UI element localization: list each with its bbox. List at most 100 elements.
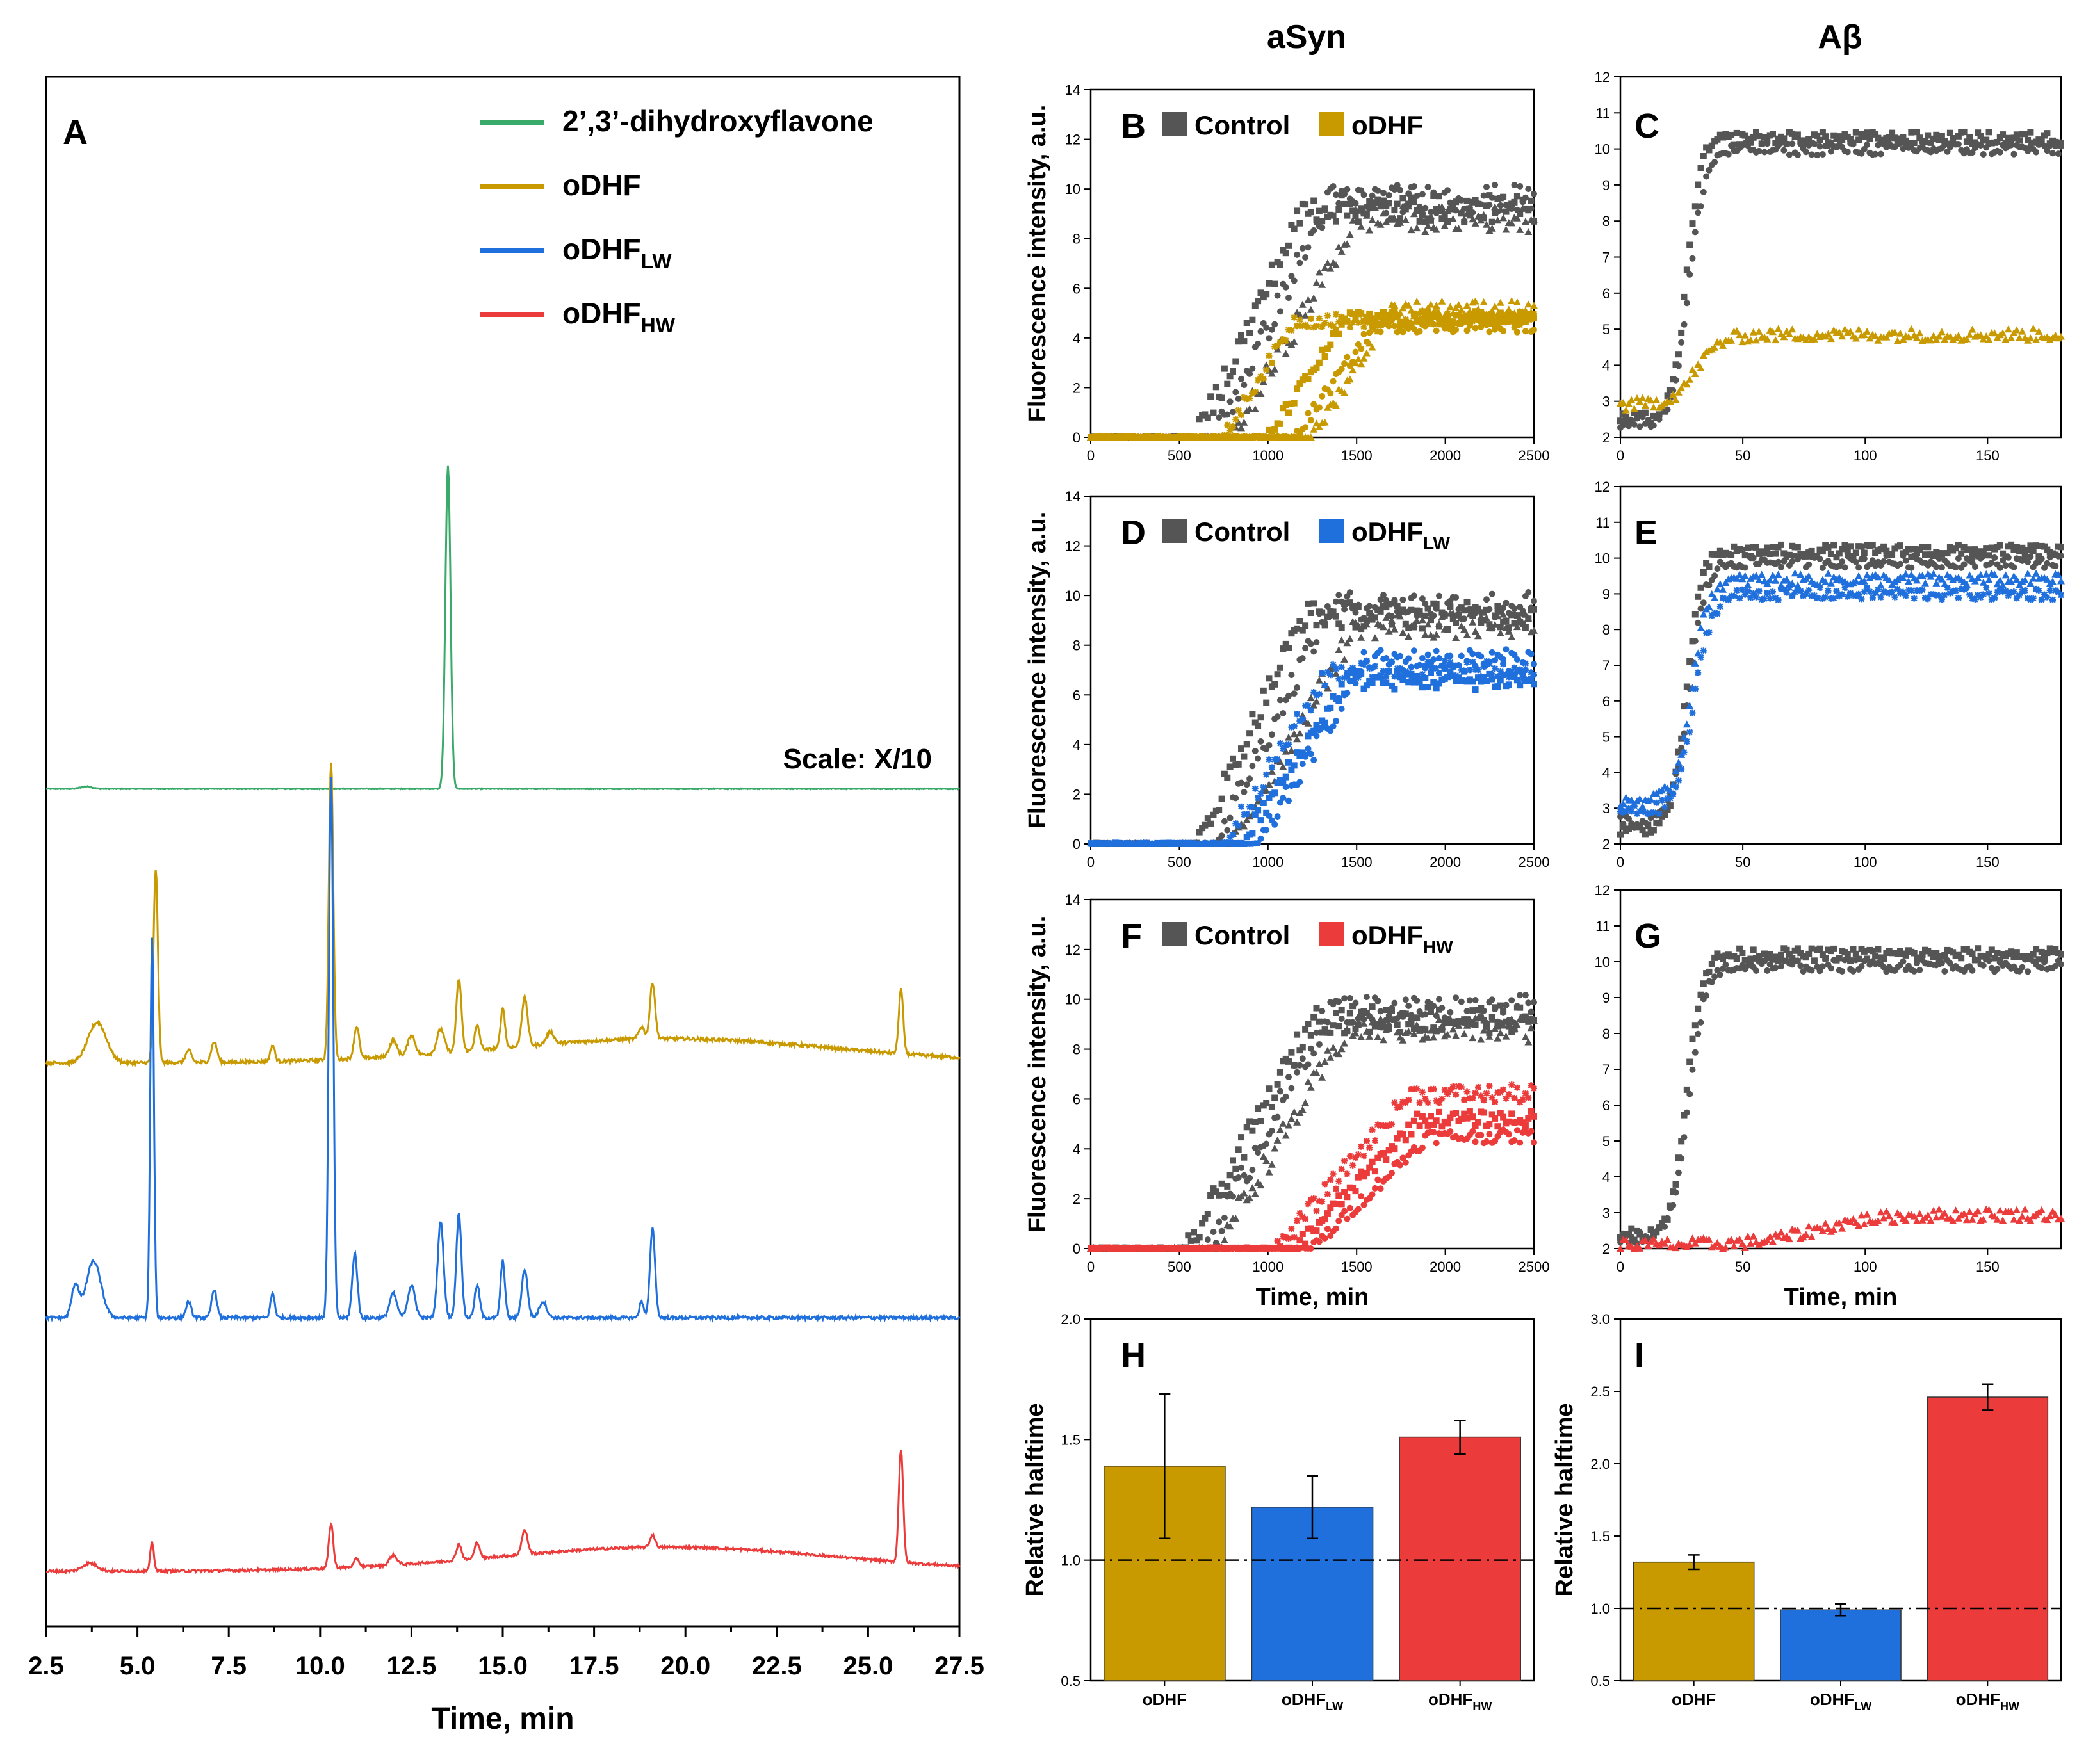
data-point bbox=[1494, 1123, 1501, 1130]
panel-letter-e: E bbox=[1634, 514, 1658, 552]
data-point bbox=[1371, 1137, 1378, 1144]
data-point bbox=[1316, 1018, 1323, 1025]
data-point bbox=[1716, 547, 1723, 554]
data-point bbox=[1722, 961, 1729, 968]
data-point bbox=[1486, 658, 1493, 665]
panel-g-ytick-label: 4 bbox=[1602, 1169, 1610, 1185]
data-point bbox=[1905, 578, 1912, 585]
data-point bbox=[1422, 600, 1429, 607]
data-point bbox=[1330, 183, 1337, 190]
data-point bbox=[1266, 813, 1273, 819]
data-point bbox=[1321, 1058, 1329, 1065]
panel-h-category-label-1-subscript: LW bbox=[1326, 1700, 1343, 1713]
data-point bbox=[1500, 328, 1507, 334]
panel-a-legend-label-2: oDHFLW bbox=[562, 232, 672, 273]
panel-d-legend-label-0: Control bbox=[1194, 517, 1290, 547]
data-point bbox=[1241, 1154, 1248, 1161]
data-point bbox=[1410, 624, 1417, 631]
data-point bbox=[2027, 542, 2034, 549]
data-point bbox=[1716, 971, 1723, 978]
data-point bbox=[1910, 1212, 1918, 1220]
data-point bbox=[1262, 361, 1271, 369]
data-point bbox=[1377, 200, 1384, 207]
data-point bbox=[1465, 211, 1474, 219]
data-point bbox=[1282, 250, 1289, 257]
data-point bbox=[1883, 547, 1890, 554]
data-point bbox=[1852, 558, 1859, 565]
data-point bbox=[1285, 741, 1292, 748]
panel-c-ytick-label: 9 bbox=[1602, 177, 1610, 193]
data-point bbox=[1340, 1039, 1349, 1047]
data-point bbox=[1475, 1083, 1481, 1090]
data-point bbox=[1333, 598, 1339, 605]
data-point bbox=[1525, 588, 1532, 595]
data-point bbox=[1839, 546, 1846, 553]
data-point bbox=[1983, 545, 1990, 552]
data-point bbox=[1513, 677, 1520, 684]
data-point bbox=[1821, 578, 1830, 585]
data-point bbox=[1458, 998, 1465, 1005]
data-point bbox=[1313, 323, 1320, 330]
data-point bbox=[1797, 962, 1804, 969]
data-point bbox=[1267, 1160, 1276, 1168]
data-point bbox=[1836, 550, 1843, 557]
data-point bbox=[1349, 216, 1357, 224]
data-point bbox=[1221, 770, 1228, 777]
data-point bbox=[1352, 1026, 1359, 1032]
data-point bbox=[2002, 562, 2009, 569]
data-point bbox=[1360, 1019, 1368, 1027]
data-point bbox=[2025, 558, 2032, 565]
data-point bbox=[1785, 330, 1793, 337]
data-point bbox=[1377, 1185, 1384, 1192]
panel-c-ytick-label: 3 bbox=[1602, 394, 1610, 410]
data-point bbox=[2046, 554, 2053, 561]
data-point bbox=[1380, 623, 1387, 631]
data-point bbox=[1877, 1208, 1885, 1216]
data-point bbox=[1991, 554, 1998, 561]
data-point bbox=[1749, 1232, 1757, 1240]
data-point bbox=[1465, 610, 1474, 618]
data-point bbox=[1864, 129, 1871, 136]
data-point bbox=[1994, 966, 2001, 973]
data-point bbox=[2005, 554, 2012, 561]
data-point bbox=[1642, 1233, 1649, 1240]
data-point bbox=[1343, 639, 1351, 647]
data-point bbox=[1454, 301, 1463, 309]
data-point bbox=[1246, 405, 1254, 412]
data-point bbox=[1911, 595, 1918, 602]
data-point bbox=[2058, 544, 2064, 551]
data-point bbox=[1911, 967, 1918, 975]
data-point bbox=[2021, 1205, 2029, 1213]
data-point bbox=[1952, 545, 1959, 552]
data-point bbox=[1530, 1017, 1538, 1024]
panel-letter-d: D bbox=[1121, 514, 1146, 552]
data-point bbox=[1922, 138, 1928, 145]
data-point bbox=[1996, 576, 2004, 584]
data-point bbox=[2026, 1217, 2035, 1224]
data-point bbox=[1960, 1210, 1968, 1217]
data-point bbox=[1421, 309, 1430, 316]
data-point bbox=[1838, 1224, 1846, 1232]
data-point bbox=[1358, 668, 1365, 675]
data-point bbox=[1410, 210, 1418, 218]
data-point bbox=[1874, 336, 1882, 344]
data-point bbox=[1249, 316, 1256, 323]
data-point bbox=[1630, 405, 1638, 412]
data-point bbox=[1257, 790, 1264, 797]
data-point bbox=[1880, 1214, 1888, 1222]
data-point bbox=[1761, 134, 1768, 141]
data-point bbox=[1839, 558, 1846, 565]
data-point bbox=[1691, 203, 1699, 210]
data-point bbox=[1430, 612, 1437, 619]
data-point bbox=[1447, 652, 1454, 659]
data-point bbox=[1447, 1008, 1454, 1016]
data-point bbox=[1516, 615, 1524, 623]
data-point bbox=[1933, 131, 1940, 138]
data-point bbox=[1927, 336, 1935, 344]
data-point bbox=[1416, 679, 1423, 686]
data-point bbox=[1238, 1164, 1244, 1171]
data-point bbox=[1274, 713, 1281, 720]
data-point bbox=[1438, 1123, 1446, 1130]
data-point bbox=[1355, 218, 1362, 225]
data-point bbox=[1678, 339, 1685, 346]
